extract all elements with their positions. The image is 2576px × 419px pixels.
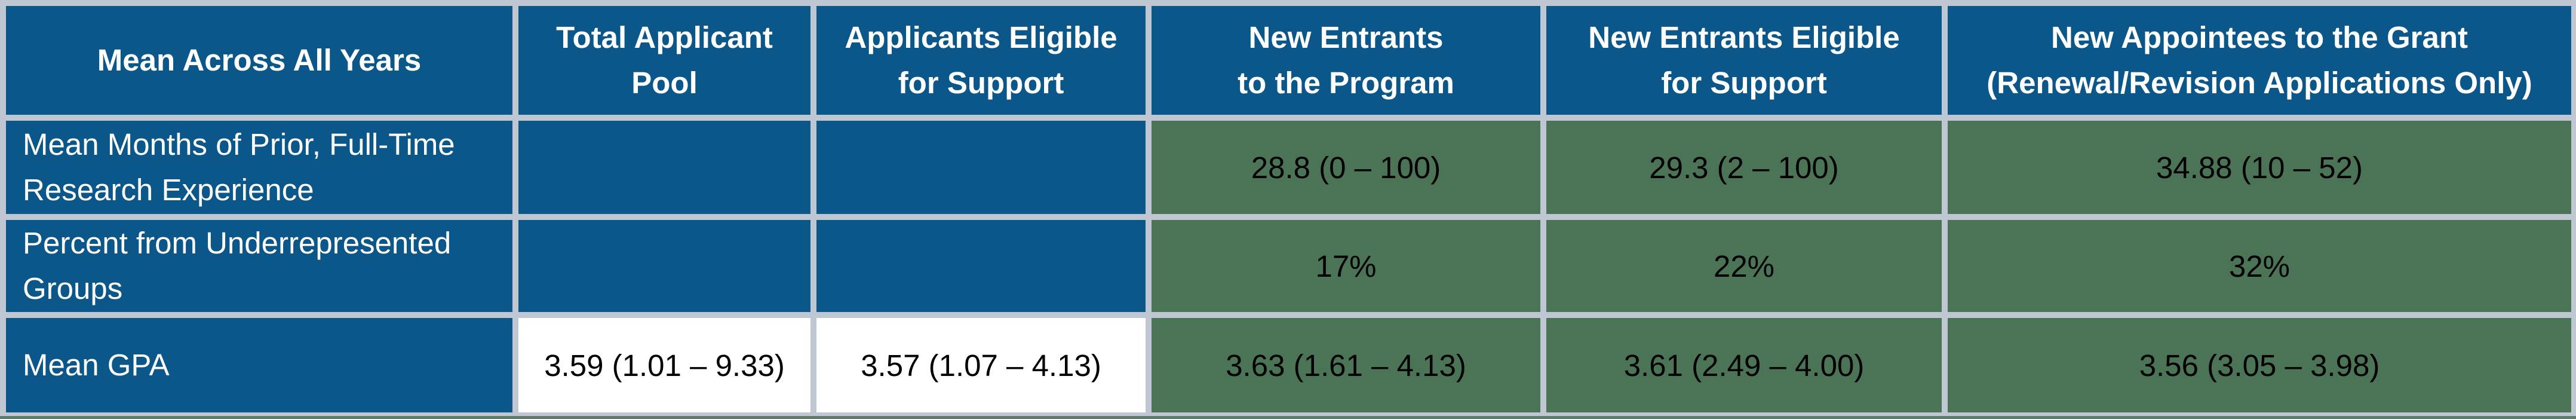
header-new-entrants-eligible-for-support: New Entrants Eligible for Support [1546,6,1942,115]
empty-cell [518,220,810,312]
empty-cell [816,121,1146,214]
cell-gpa-total-applicant-pool: 3.59 (1.01 – 9.33) [518,318,810,412]
cell-research-months-new-appointees: 34.88 (10 – 52) [1948,121,2571,214]
header-new-entrants-to-the-program: New Entrants to the Program [1152,6,1540,115]
bottom-edge-strip [0,416,2576,419]
cell-percent-urg-new-appointees: 32% [1948,220,2571,312]
cell-percent-urg-new-entrants-eligible: 22% [1546,220,1942,312]
cell-gpa-new-appointees: 3.56 (3.05 – 3.98) [1948,318,2571,412]
cell-gpa-new-entrants: 3.63 (1.61 – 4.13) [1152,318,1540,412]
cell-research-months-new-entrants: 28.8 (0 – 100) [1152,121,1540,214]
header-total-applicant-pool: Total Applicant Pool [518,6,810,115]
row-label-mean-gpa: Mean GPA [6,318,512,412]
empty-cell [518,121,810,214]
cell-percent-urg-new-entrants: 17% [1152,220,1540,312]
cell-gpa-applicants-eligible: 3.57 (1.07 – 4.13) [816,318,1146,412]
header-new-appointees-to-the-grant: New Appointees to the Grant (Renewal/Rev… [1948,6,2571,115]
row-label-mean-months-prior-research: Mean Months of Prior, Full-Time Research… [6,121,512,214]
cell-gpa-new-entrants-eligible: 3.61 (2.49 – 4.00) [1546,318,1942,412]
empty-cell [816,220,1146,312]
row-label-percent-underrepresented: Percent from Underrepresented Groups [6,220,512,312]
cell-research-months-new-entrants-eligible: 29.3 (2 – 100) [1546,121,1942,214]
header-mean-across-all-years: Mean Across All Years [6,6,512,115]
header-applicants-eligible-for-support: Applicants Eligible for Support [816,6,1146,115]
